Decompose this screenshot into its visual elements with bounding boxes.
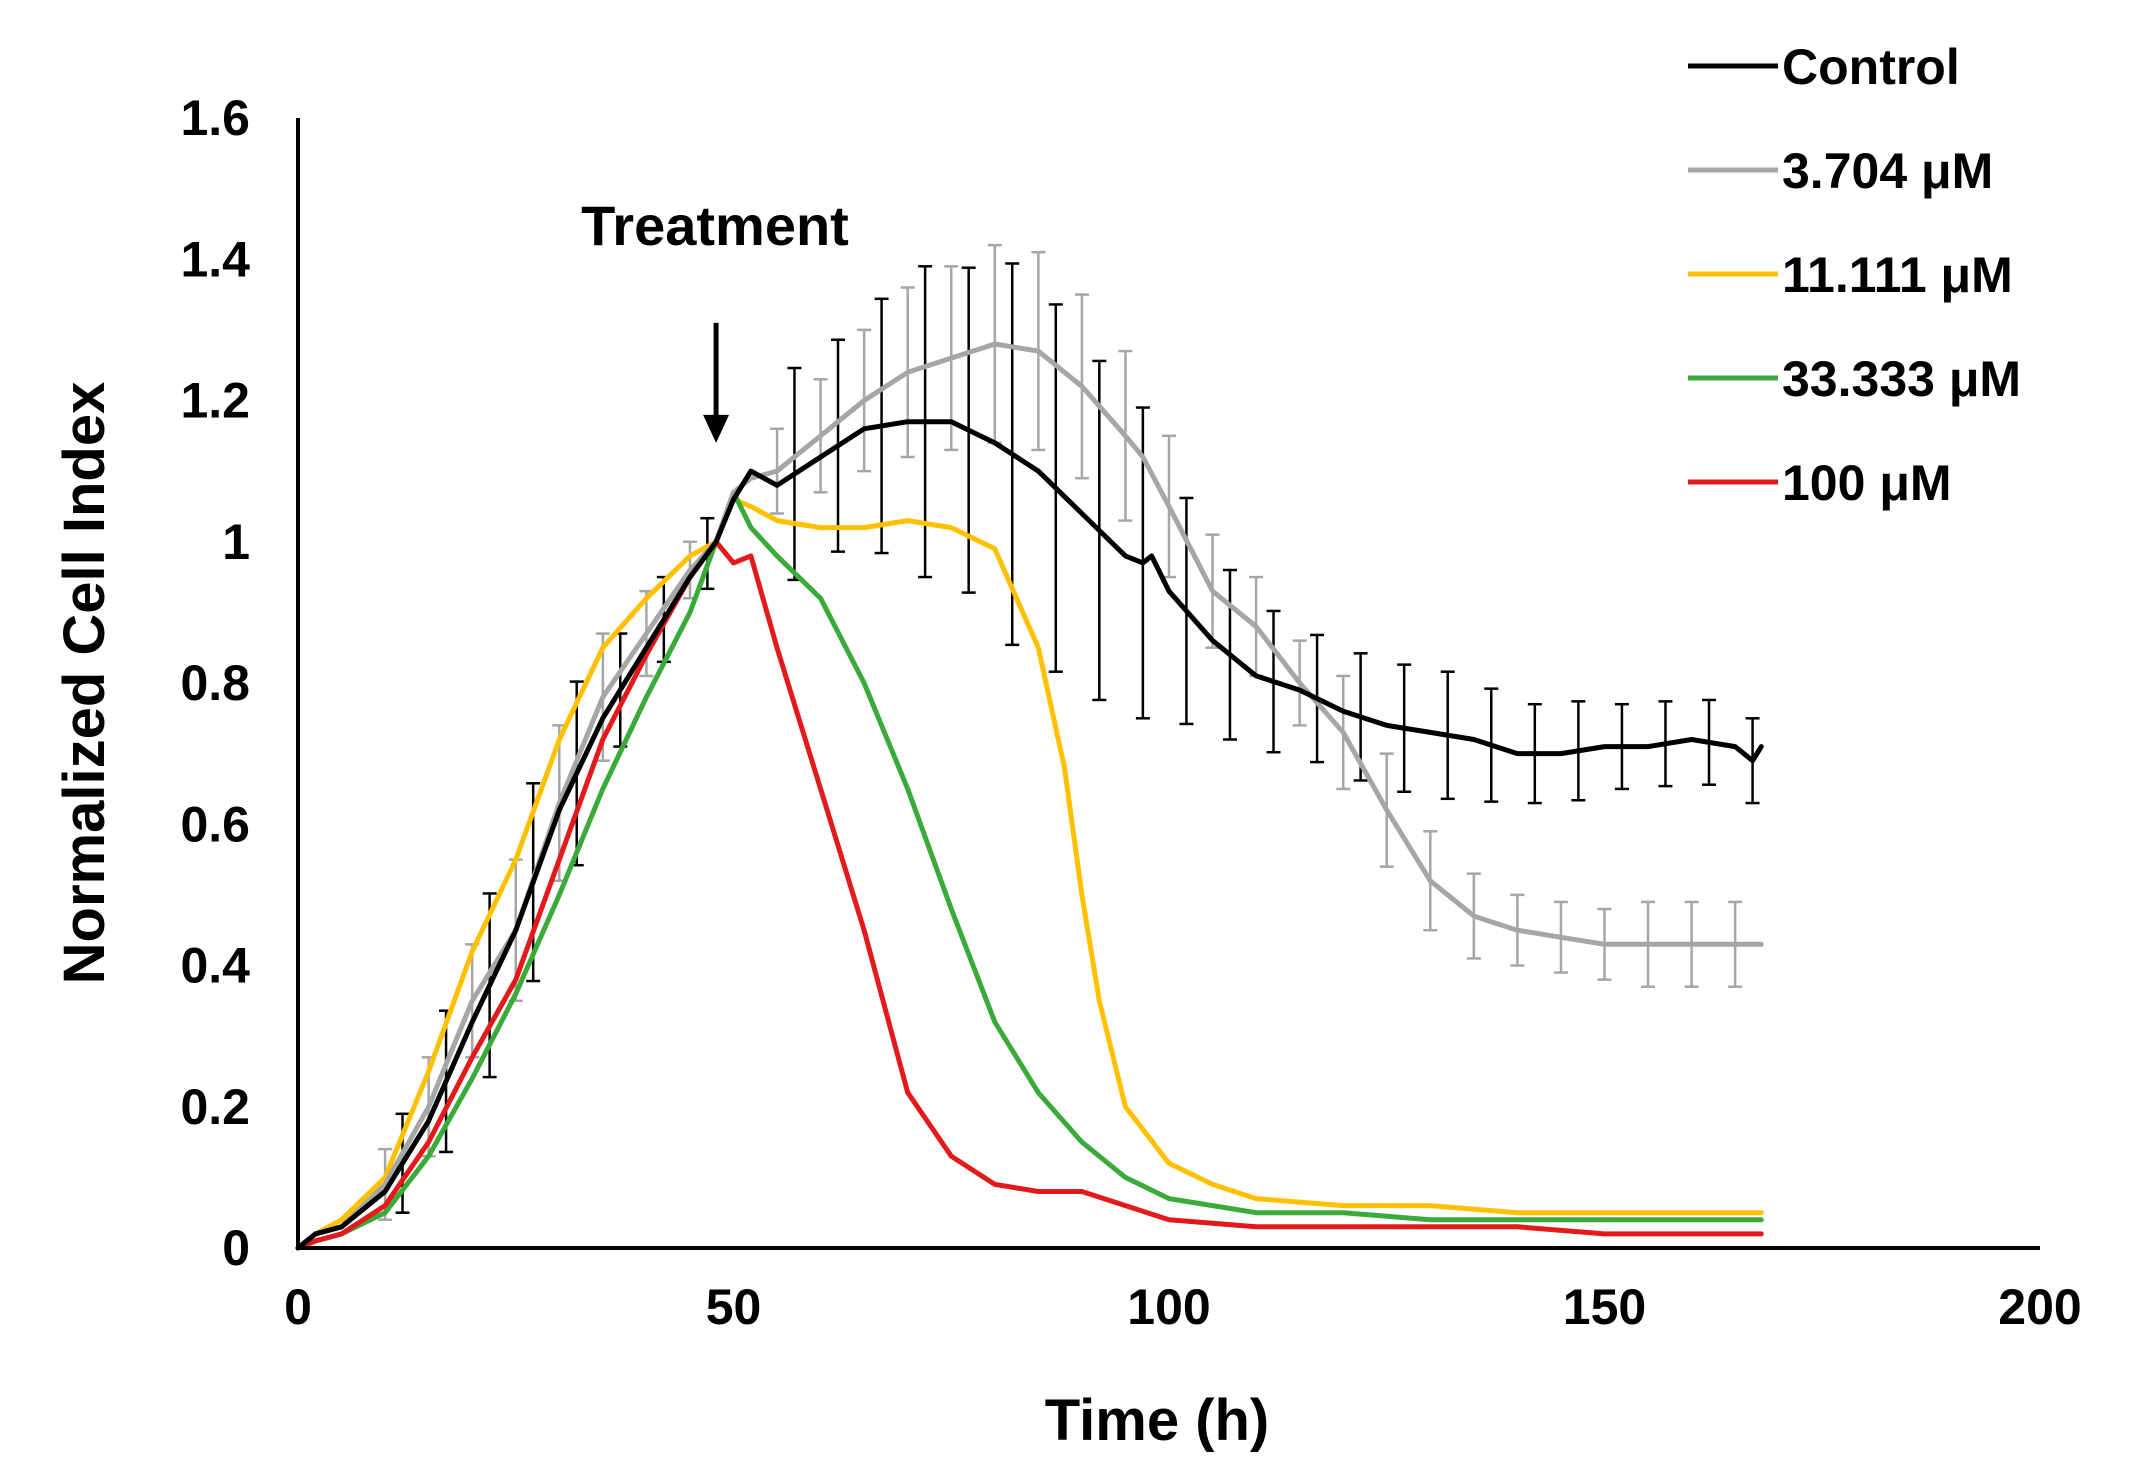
legend-label-33-333-m: 33.333 μM bbox=[1782, 351, 2021, 407]
x-tick-label: 200 bbox=[1998, 1279, 2081, 1335]
tick-labels: 0 50 100 150 200 0 0.2 0.4 0.6 0.8 1 1.2 1.4 1.6 bbox=[180, 90, 2081, 1335]
legend-label-control: Control bbox=[1782, 39, 1960, 95]
error-bars bbox=[378, 243, 1760, 1221]
x-tick-label: 100 bbox=[1127, 1279, 1210, 1335]
axes bbox=[296, 118, 2040, 1250]
legend-label-11-111-m: 11.111 μM bbox=[1782, 247, 2013, 303]
y-tick-label: 0 bbox=[222, 1220, 250, 1276]
y-tick-label: 1.6 bbox=[180, 90, 250, 146]
legend-item-control: Control bbox=[1688, 39, 1960, 95]
legend-item-33-333-m: 33.333 μM bbox=[1688, 351, 2021, 407]
y-tick-label: 0.2 bbox=[180, 1079, 250, 1135]
legend-label-3-704-m: 3.704 μM bbox=[1782, 143, 1993, 199]
100-m-line bbox=[295, 539, 1764, 1251]
control-line bbox=[295, 419, 1764, 1251]
legend-item-11-111-m: 11.111 μM bbox=[1688, 247, 2013, 303]
legend-item-3-704-m: 3.704 μM bbox=[1688, 143, 1993, 199]
legend: Control 3.704 μM 11.111 μM 33.333 μM 100 μM bbox=[1688, 39, 2021, 511]
y-tick-label: 0.4 bbox=[180, 938, 250, 994]
y-tick-label: 1 bbox=[222, 514, 250, 570]
x-tick-label: 0 bbox=[284, 1279, 312, 1335]
3-704-m-line bbox=[295, 341, 1764, 1251]
treatment-annotation: Treatment bbox=[581, 194, 849, 443]
y-axis-title: Normalized Cell Index bbox=[52, 382, 117, 985]
treatment-arrow-head bbox=[703, 414, 730, 443]
x-axis-title: Time (h) bbox=[1045, 1388, 1270, 1453]
y-tick-label: 0.8 bbox=[180, 655, 250, 711]
y-tick-label: 0.6 bbox=[180, 796, 250, 852]
legend-label-100-m: 100 μM bbox=[1782, 455, 1952, 511]
11-111-m-line bbox=[295, 496, 1764, 1251]
legend-item-100-m: 100 μM bbox=[1688, 455, 1952, 511]
y-tick-label: 1.4 bbox=[180, 231, 250, 287]
x-tick-label: 150 bbox=[1563, 1279, 1646, 1335]
treatment-label: Treatment bbox=[581, 194, 849, 257]
33-333-m-line bbox=[295, 489, 1764, 1251]
x-tick-label: 50 bbox=[706, 1279, 762, 1335]
y-tick-label: 1.2 bbox=[180, 373, 250, 429]
series-lines bbox=[295, 341, 1764, 1251]
